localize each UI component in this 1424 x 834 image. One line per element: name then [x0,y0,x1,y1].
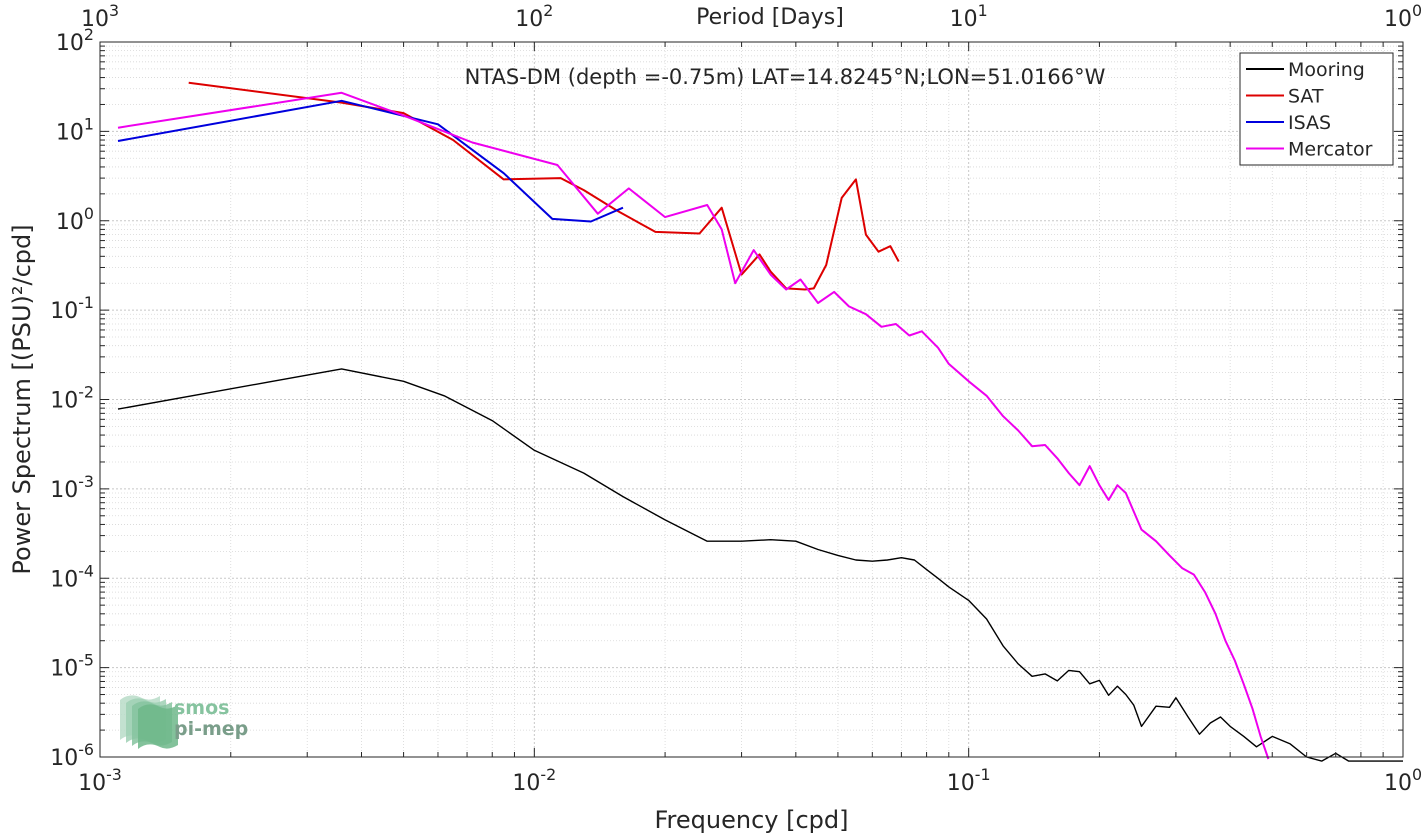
y-tick-label: 10-5 [50,651,94,682]
top-tick-label: 101 [950,1,988,32]
chart-title: NTAS-DM (depth =-0.75m) LAT=14.8245°N;LO… [465,65,1106,89]
y-tick-label: 10-3 [50,472,94,503]
legend-label-sat: SAT [1288,86,1324,108]
y-tick-label: 10-4 [50,561,94,592]
x-tick-label: 10-1 [947,765,991,796]
grid-lines [99,41,1404,758]
top-tick-label: 103 [81,1,119,32]
x-axis-label: Frequency [cpd] [654,806,848,834]
watermark-text-smos: smos [174,697,229,719]
y-tick-label: 102 [56,25,94,56]
logo-layer [138,704,178,749]
x-tick-label: 100 [1384,765,1422,796]
y-tick-label: 10-1 [50,293,94,324]
legend-label-isas: ISAS [1288,112,1331,134]
y-tick-label: 100 [56,204,94,235]
y-tick-labels: 10-6 10-5 10-4 10-3 10-2 10-1 100 101 102 [50,25,94,771]
series-line-isas [117,99,624,223]
tick-marks [99,41,1404,758]
top-axis-label: Period [Days] [696,5,844,30]
y-tick-label: 10-2 [50,383,94,414]
top-tick-labels: 103 102 101 100 [81,1,1422,32]
series-lines [117,81,1403,762]
watermark-text-pi-mep: pi-mep [174,718,248,740]
series-line-sat [188,81,900,291]
legend-label-mooring: Mooring [1288,59,1365,81]
y-axis-label: Power Spectrum [(PSU)²/cpd] [8,224,36,574]
x-tick-label: 10-2 [512,765,556,796]
series-line-mercator [117,91,1270,760]
x-tick-labels: 10-3 10-2 10-1 100 [78,765,1422,796]
top-tick-label: 100 [1384,1,1422,32]
x-tick-label: 10-3 [78,765,122,796]
y-tick-label: 101 [56,114,94,145]
legend: Mooring SAT ISAS Mercator [1239,52,1394,166]
plot-area [100,42,1403,757]
series-line-mooring [117,368,1403,762]
y-tick-label: 10-6 [50,740,94,771]
legend-box [1239,52,1394,166]
top-tick-label: 102 [515,1,553,32]
legend-label-mercator: Mercator [1288,139,1373,161]
